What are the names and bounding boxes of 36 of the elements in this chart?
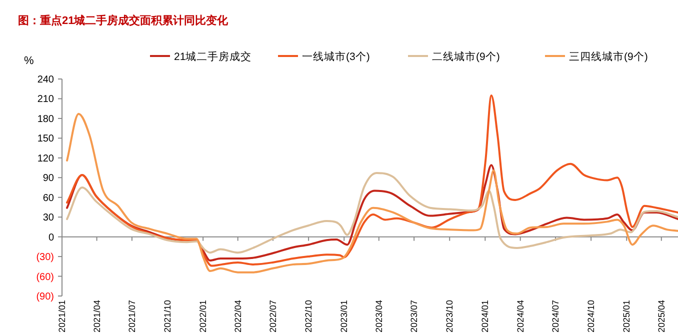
y-tick-label: 90 bbox=[42, 173, 54, 184]
y-tick-label: (60) bbox=[36, 272, 54, 283]
legend-label: 三四线城市(9个) bbox=[569, 50, 648, 63]
legend-label: 二线城市(9个) bbox=[432, 50, 500, 63]
x-tick-label: 2023/07 bbox=[409, 300, 420, 333]
x-tick-label: 2022/01 bbox=[198, 300, 208, 333]
y-tick-label: 210 bbox=[37, 94, 54, 106]
y-axis-title: % bbox=[24, 55, 34, 67]
x-tick-label: 2023/01 bbox=[339, 300, 350, 333]
y-tick-label: 150 bbox=[37, 134, 54, 145]
x-tick-label: 2024/01 bbox=[480, 300, 490, 333]
x-tick-label: 2023/10 bbox=[444, 300, 455, 333]
x-tick-label: 2022/04 bbox=[232, 300, 243, 333]
y-tick-label: 0 bbox=[48, 232, 54, 244]
x-tick-label: 2021/10 bbox=[162, 300, 172, 333]
x-tick-label: 2023/04 bbox=[374, 300, 384, 333]
x-tick-label: 2021/07 bbox=[126, 300, 137, 333]
x-tick-label: 2024/10 bbox=[586, 300, 596, 333]
y-tick-label: (30) bbox=[36, 252, 54, 264]
chart-title: 图：重点21城二手房成交面积累计同比变化 bbox=[18, 14, 230, 27]
y-tick-label: 180 bbox=[37, 114, 54, 125]
x-tick-label: 2021/04 bbox=[92, 300, 102, 333]
y-tick-label: 120 bbox=[37, 153, 54, 164]
y-tick-label: 60 bbox=[42, 192, 54, 204]
legend-label: 21城二手房成交 bbox=[174, 50, 252, 63]
legend-label: 一线城市(3个) bbox=[302, 50, 370, 63]
x-tick-label: 2024/04 bbox=[515, 300, 526, 333]
x-tick-label: 2025/04 bbox=[656, 300, 666, 333]
y-tick-label: 240 bbox=[37, 74, 54, 86]
y-tick-label: (90) bbox=[36, 292, 54, 302]
x-tick-label: 2022/07 bbox=[268, 300, 278, 333]
x-tick-label: 2022/10 bbox=[304, 300, 314, 333]
x-tick-label: 2024/07 bbox=[550, 300, 560, 333]
x-tick-label: 2021/01 bbox=[57, 300, 67, 333]
x-tick-label: 2025/01 bbox=[622, 300, 632, 333]
y-tick-label: 30 bbox=[42, 212, 54, 224]
